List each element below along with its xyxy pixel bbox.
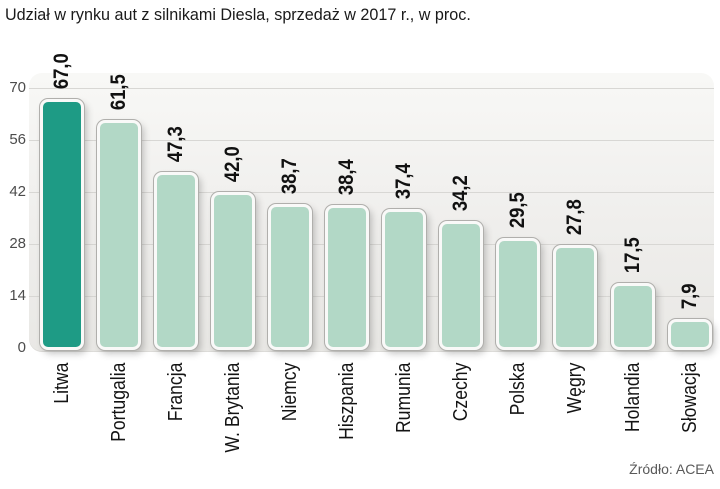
plot-area: [29, 73, 714, 352]
bar-rumunia: [382, 209, 427, 350]
bar-portugalia: [97, 120, 142, 350]
x-axis-label-wegry: Węgry: [564, 362, 587, 414]
bar-value-label-litwa: 67,0: [50, 53, 73, 90]
y-axis-tick-label-0: 0: [17, 339, 26, 356]
x-axis-label-polska: Polska: [507, 362, 530, 416]
bar-value-label-wegry: 27,8: [563, 199, 587, 236]
bar-value-label-rumunia: 37,4: [392, 163, 416, 200]
x-axis-label-slowacja: Słowacja: [678, 362, 701, 434]
x-axis-label-niemcy: Niemcy: [279, 362, 302, 422]
bar-francja: [154, 172, 199, 350]
x-axis-label-w-brytania: W. Brytania: [222, 362, 245, 453]
bar-hiszpania: [325, 205, 370, 350]
gridline-70: [29, 88, 714, 89]
x-axis-label-francja: Francja: [165, 362, 188, 422]
bar-niemcy: [268, 204, 313, 350]
gridline-28: [29, 244, 714, 245]
y-axis-tick-label-70: 70: [9, 79, 26, 96]
bar-value-label-hiszpania: 38,4: [335, 159, 359, 196]
bar-czechy: [439, 221, 484, 350]
chart-title: Udział w rynku aut z silnikami Diesla, s…: [5, 5, 471, 24]
bar-value-label-polska: 29,5: [506, 192, 530, 229]
bar-value-label-niemcy: 38,7: [278, 158, 302, 195]
bar-wegry: [553, 245, 598, 350]
bar-holandia: [610, 283, 655, 350]
bar-value-label-czechy: 34,2: [449, 175, 473, 212]
x-axis-label-hiszpania: Hiszpania: [336, 362, 359, 440]
gridline-42: [29, 192, 714, 193]
chart-source: Źródło: ACEA: [629, 461, 714, 477]
x-axis-label-litwa: Litwa: [51, 362, 73, 404]
gridline-56: [29, 140, 714, 141]
x-axis-label-rumunia: Rumunia: [393, 362, 416, 434]
bar-litwa: [40, 99, 84, 350]
bar-polska: [496, 238, 541, 350]
bar-w-brytania: [211, 192, 256, 350]
bar-value-label-portugalia: 61,5: [107, 74, 131, 111]
x-axis-label-holandia: Holandia: [621, 362, 644, 433]
y-axis-tick-label-28: 28: [9, 235, 26, 252]
gridline-14: [29, 296, 714, 297]
bar-value-label-w-brytania: 42,0: [221, 146, 245, 183]
y-axis-tick-label-14: 14: [9, 287, 26, 304]
x-axis-label-portugalia: Portugalia: [108, 362, 131, 442]
x-axis-label-czechy: Czechy: [450, 362, 473, 422]
y-axis-tick-label-56: 56: [9, 131, 26, 148]
bar-value-label-holandia: 17,5: [620, 237, 644, 274]
bar-slowacja: [667, 319, 712, 350]
bar-value-label-slowacja: 7,9: [677, 283, 701, 310]
bar-value-label-francja: 47,3: [164, 126, 188, 163]
y-axis-tick-label-42: 42: [9, 183, 26, 200]
